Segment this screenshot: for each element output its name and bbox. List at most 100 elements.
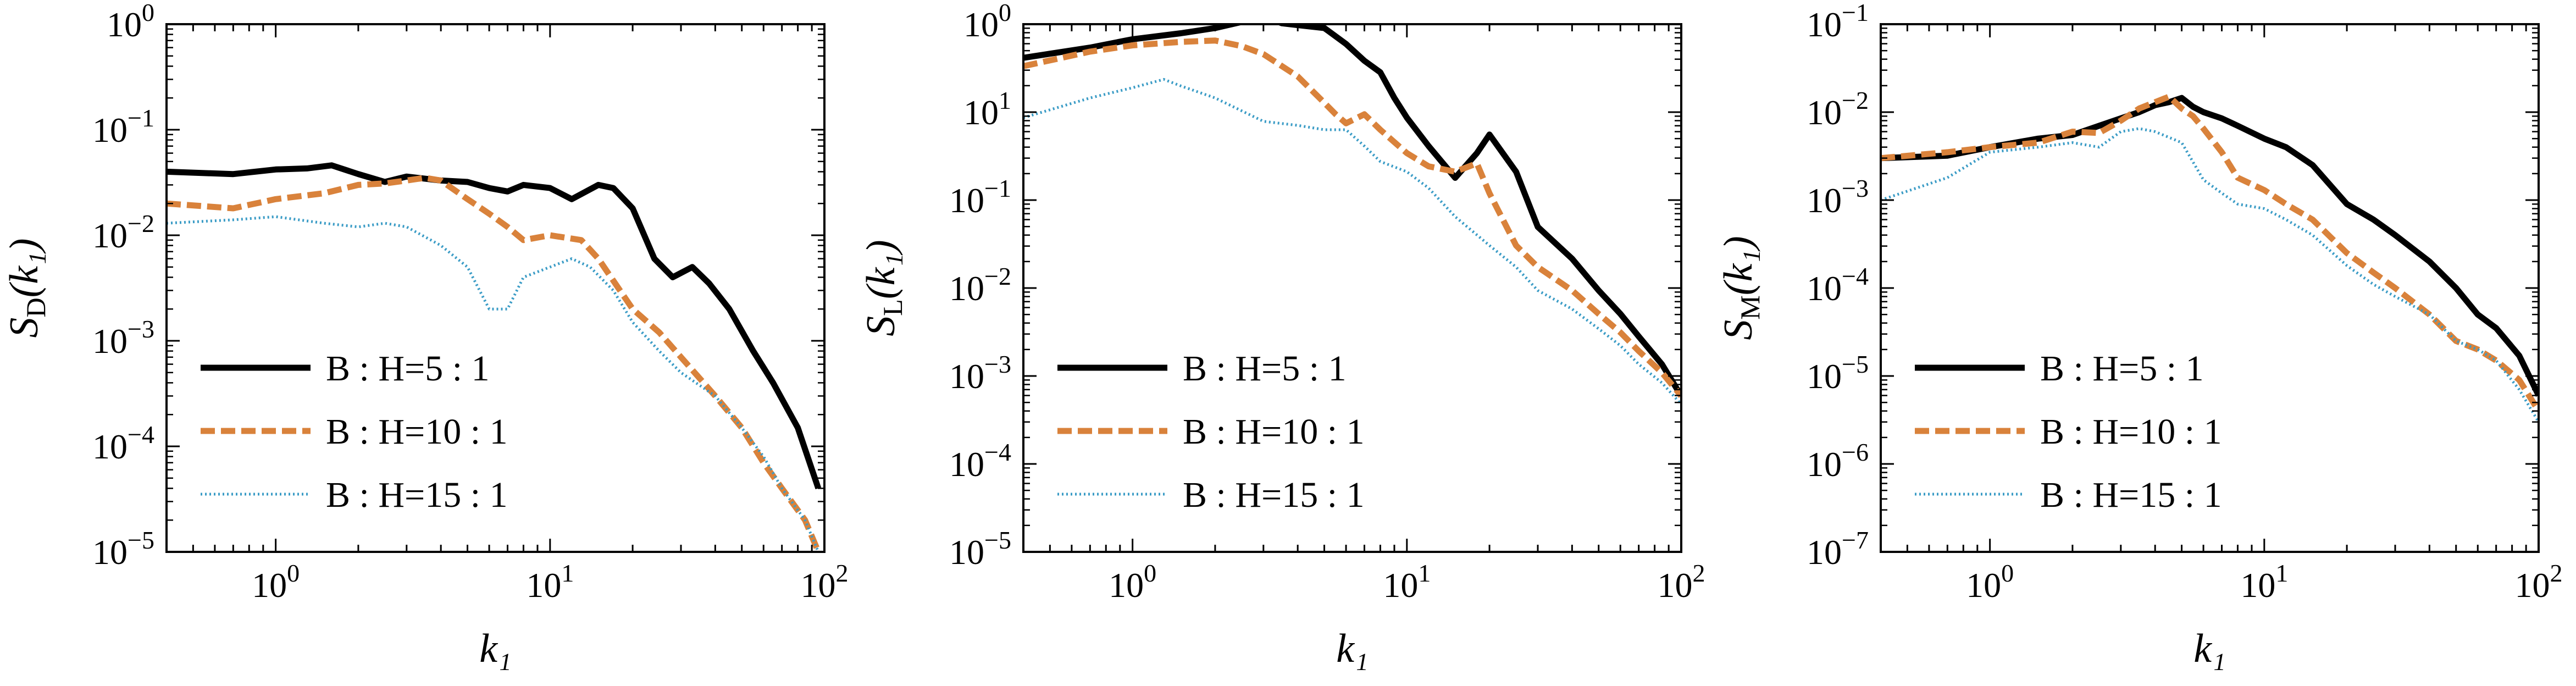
tick-base: 10 [801, 566, 836, 605]
y-tick-label: 100 [107, 0, 154, 44]
y-tick-label: 10−3 [1807, 174, 1869, 220]
tick-base: 10 [1807, 269, 1842, 308]
chart-panel-3: 100 101 10210−110−210−310−410−510−610−7k₁S… [1716, 0, 2563, 671]
tick-base: 10 [252, 566, 287, 605]
plot-frame [165, 23, 826, 553]
tick-exponent: −1 [1842, 0, 1869, 26]
y-tick-label: 10−4 [949, 438, 1011, 484]
legend-label-2: B : H=10 : 1 [326, 412, 508, 452]
tick-base: 10 [949, 445, 984, 484]
tick-exponent: −4 [128, 421, 154, 449]
y-tick-label: 10−1 [1807, 0, 1869, 44]
series-group [167, 162, 822, 552]
x-tick-label: 101 [2240, 559, 2288, 605]
tick-base: 10 [963, 93, 999, 132]
legend: B : H=5 : 1 B : H=10 : 1 B : H=15 : 1 [1915, 348, 2222, 515]
y-tick-label: 100 [963, 0, 1011, 44]
y-axis-label-argument: (k₁) [858, 240, 904, 299]
tick-exponent: −5 [128, 526, 154, 554]
tick-base: 10 [92, 216, 128, 255]
tick-base: 10 [949, 357, 984, 396]
tick-exponent: 0 [1144, 559, 1156, 587]
x-axis-label-text: k₁ [2193, 626, 2226, 671]
y-axis-label-argument: (k₁) [1716, 236, 1761, 295]
tick-exponent: −3 [1842, 174, 1869, 202]
y-axis-label-argument: (k₁) [2, 239, 47, 298]
legend-label-3: B : H=15 : 1 [1183, 475, 1365, 515]
tick-exponent: −4 [984, 438, 1011, 466]
series-line-2 [167, 175, 821, 552]
y-tick-label: 10−4 [1807, 262, 1869, 308]
x-axis-label-text: k₁ [1336, 626, 1369, 671]
tick-exponent: 1 [1418, 559, 1431, 587]
x-tick-label: 100 [252, 559, 300, 605]
tick-exponent: 1 [561, 559, 574, 587]
tick-base: 10 [949, 181, 984, 220]
tick-exponent: 0 [2001, 559, 2014, 587]
legend-label-1: B : H=5 : 1 [2040, 348, 2204, 389]
tick-base: 10 [2515, 566, 2550, 605]
tick-base: 10 [92, 110, 128, 150]
y-tick-label: 10−3 [949, 350, 1011, 396]
tick-base: 10 [107, 5, 142, 44]
tick-base: 10 [1807, 5, 1842, 44]
tick-exponent: −2 [128, 209, 154, 237]
y-axis-label: SL(k₁) [858, 240, 908, 336]
tick-exponent: −3 [984, 350, 1011, 378]
series-group [1023, 24, 1681, 406]
x-tick-label: 100 [1109, 559, 1156, 605]
y-tick-label: 10−2 [949, 262, 1011, 308]
tick-base: 10 [1658, 566, 1693, 605]
y-tick-label: 10−7 [1807, 526, 1869, 572]
plot-frame [1022, 23, 1682, 553]
legend-label-2: B : H=10 : 1 [1183, 412, 1365, 452]
y-axis-label-subscript: L [877, 299, 908, 316]
y-tick-label: 10−2 [1807, 86, 1869, 132]
tick-exponent: 0 [287, 559, 300, 587]
series-line-2 [1881, 93, 2539, 413]
y-tick-label: 10−4 [92, 421, 154, 466]
tick-exponent: 0 [142, 0, 154, 26]
tick-exponent: 1 [999, 86, 1011, 114]
y-tick-label: 10−5 [949, 526, 1011, 572]
tick-base: 10 [1966, 566, 2001, 605]
y-axis-label-subscript: M [1735, 295, 1765, 319]
legend: B : H=5 : 1 B : H=10 : 1 B : H=15 : 1 [201, 348, 508, 515]
tick-base: 10 [963, 5, 999, 44]
chart-panel-2: 100 101 10210010110−110−210−310−410−5k₁SL(… [858, 0, 1705, 671]
tick-base: 10 [1807, 533, 1842, 572]
tick-base: 10 [1807, 181, 1842, 220]
x-tick-label: 102 [801, 559, 849, 605]
series-line-1 [1881, 95, 2539, 397]
y-tick-label: 10−3 [92, 315, 154, 361]
tick-exponent: 2 [836, 559, 849, 587]
tick-exponent: −3 [128, 315, 154, 343]
tick-exponent: −5 [984, 526, 1011, 554]
tick-base: 10 [949, 533, 984, 572]
chart-panel-1: 100 101 10210010−110−210−310−410−5k₁SD(k₁)… [2, 0, 849, 671]
tick-exponent: −5 [1842, 350, 1869, 378]
x-axis-label: k₁ [1336, 626, 1369, 671]
tick-exponent: −2 [1842, 86, 1869, 114]
tick-base: 10 [92, 427, 128, 466]
legend-label-2: B : H=10 : 1 [2040, 412, 2222, 452]
tick-exponent: 1 [2275, 559, 2288, 587]
tick-exponent: −2 [984, 262, 1011, 290]
y-axis-label: SM(k₁) [1716, 236, 1765, 340]
x-tick-label: 101 [526, 559, 574, 605]
tick-exponent: −6 [1842, 438, 1869, 466]
y-tick-label: 10−2 [92, 209, 154, 255]
y-axis-label-symbol: S [2, 317, 47, 338]
tick-base: 10 [2240, 566, 2275, 605]
series-line-2 [1023, 37, 1681, 398]
tick-base: 10 [1109, 566, 1144, 605]
y-axis-label-subscript: D [20, 297, 51, 317]
y-axis-label-symbol: S [858, 316, 904, 336]
y-tick-label: 10−1 [949, 174, 1011, 220]
legend-label-3: B : H=15 : 1 [2040, 475, 2222, 515]
tick-base: 10 [1383, 566, 1418, 605]
x-tick-label: 100 [1966, 559, 2014, 605]
legend-label-3: B : H=15 : 1 [326, 475, 508, 515]
tick-base: 10 [1807, 445, 1842, 484]
